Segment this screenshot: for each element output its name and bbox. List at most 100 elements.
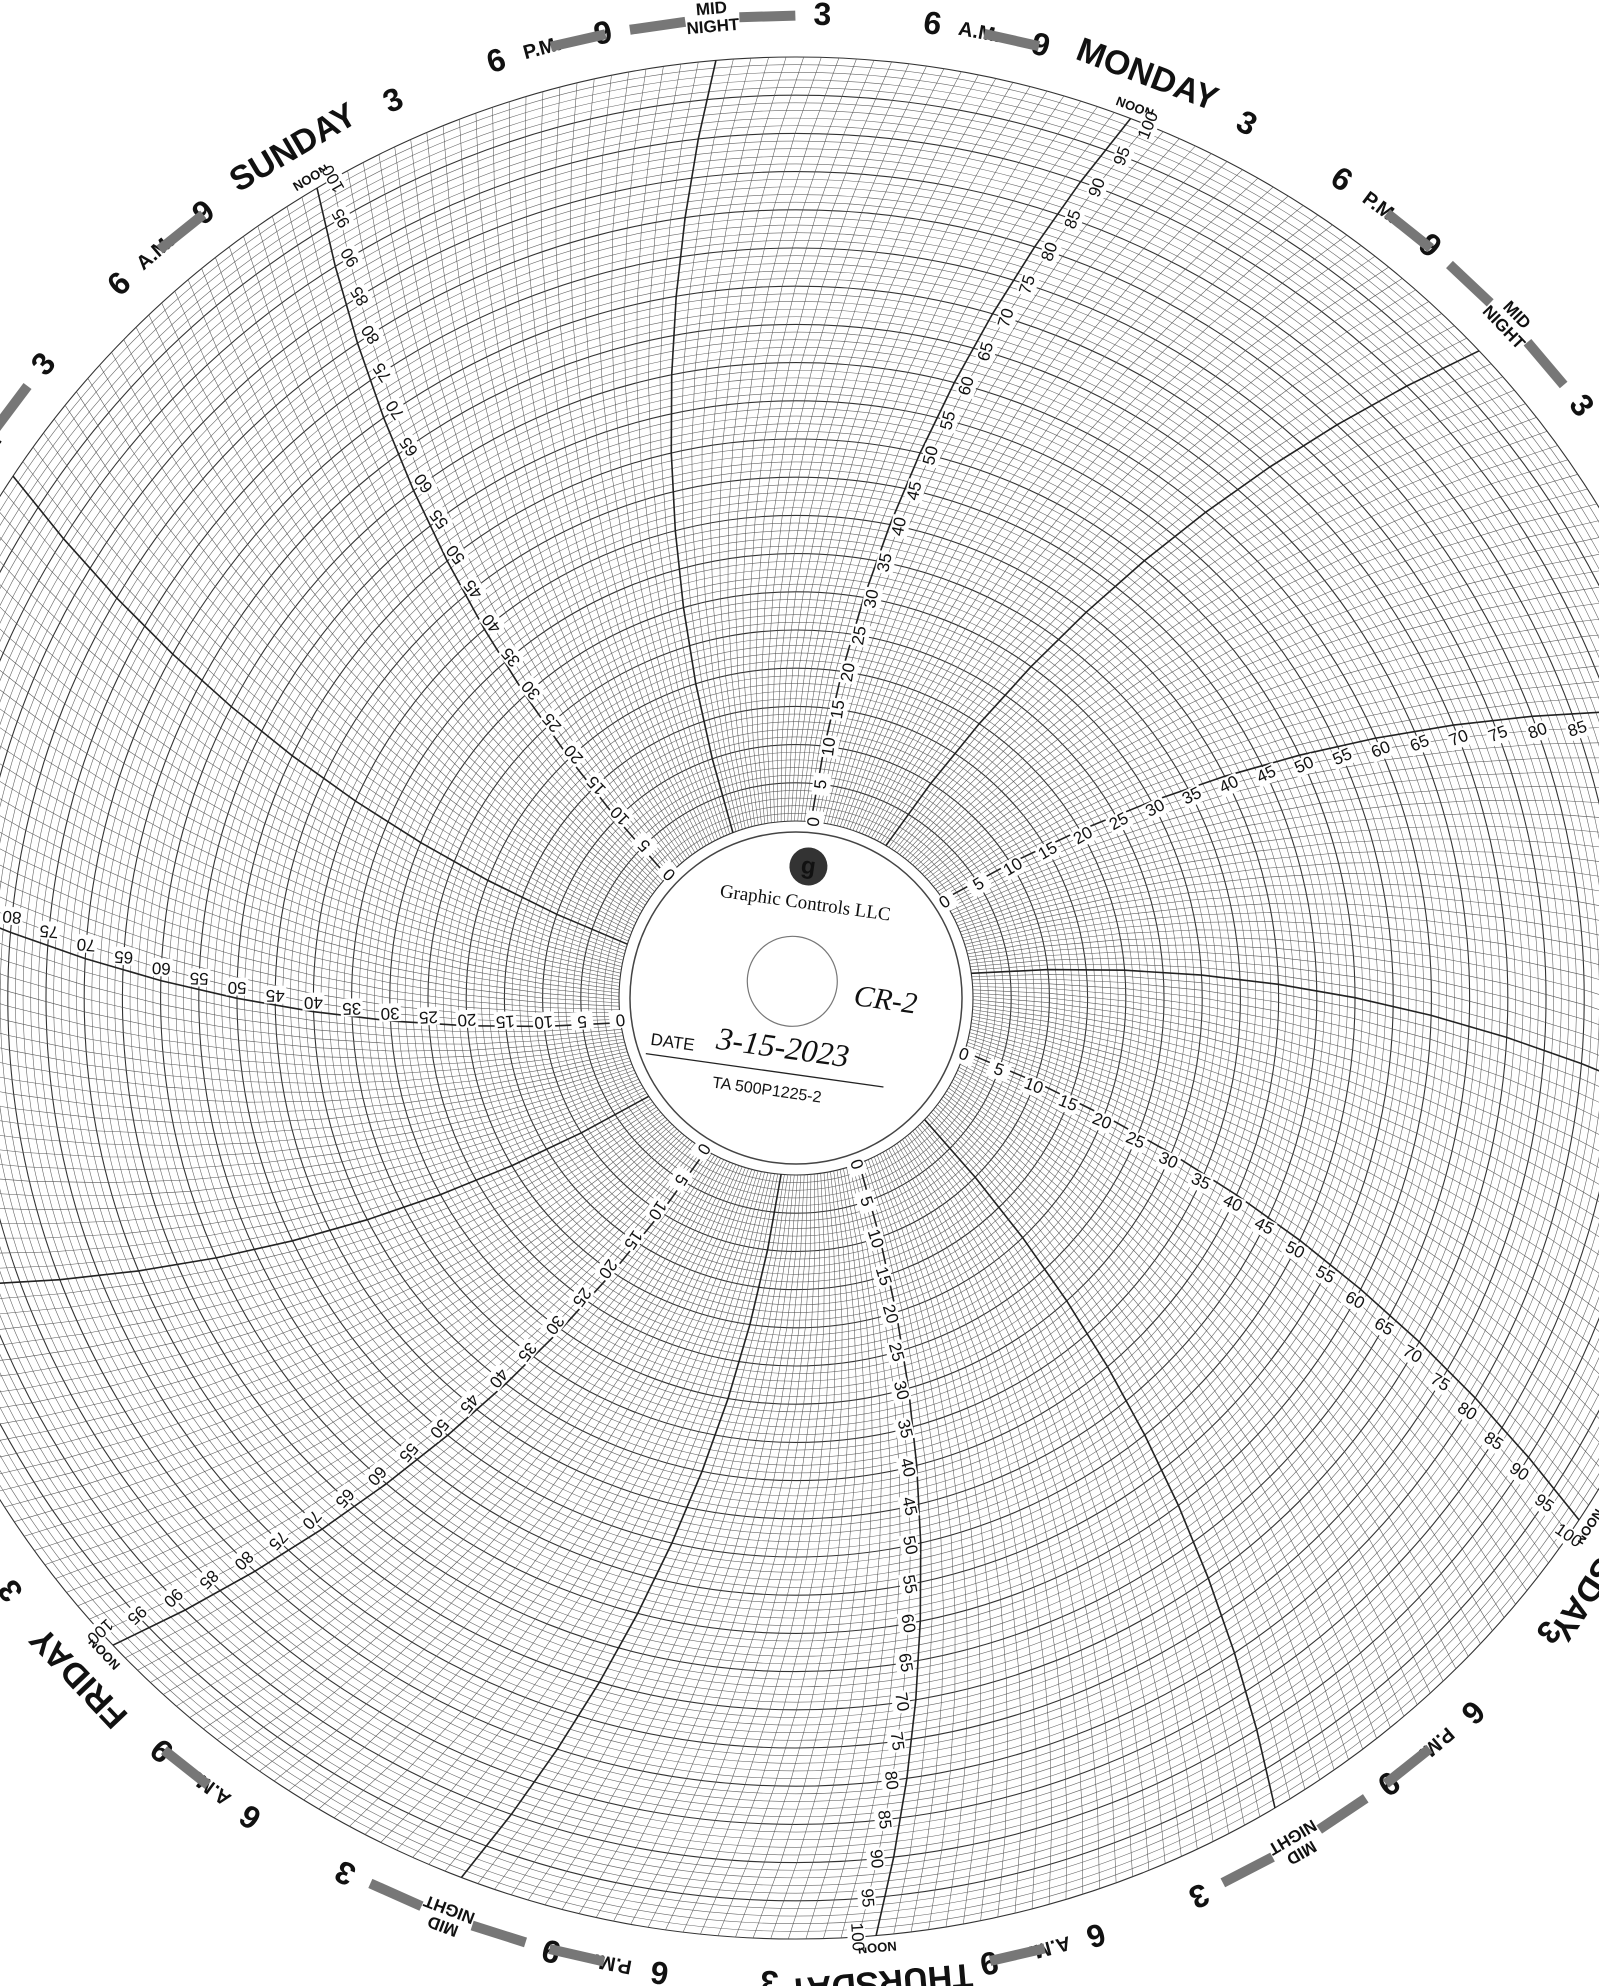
- scale-label: 55: [936, 409, 959, 432]
- time-line: [761, 63, 910, 824]
- grid-ring: [22, 224, 1570, 1772]
- time-line: [0, 689, 621, 977]
- time-line: [0, 1003, 624, 1059]
- time-line: [349, 1170, 759, 1827]
- scale-label-bg: [964, 871, 994, 899]
- time-line: [954, 813, 1599, 920]
- grid-ring: [534, 736, 1058, 1260]
- time-line: [318, 1169, 753, 1810]
- scale-label-bg: [874, 550, 897, 576]
- scale-label: 25: [848, 624, 870, 646]
- time-line: [935, 650, 1599, 890]
- time-line: [852, 224, 1333, 831]
- scale-label-bg: [328, 203, 356, 232]
- time-line: [849, 214, 1319, 830]
- time-line: [578, 1174, 805, 1914]
- scale-label-bg: [424, 1413, 453, 1443]
- time-line: [380, 1172, 765, 1843]
- grid-ring: [0, 79, 1599, 1917]
- scale-label-bg: [410, 468, 439, 497]
- time-line: [749, 60, 875, 825]
- time-line: [257, 226, 659, 887]
- grid-ring: [358, 560, 1234, 1436]
- scale-label-bg: [1038, 238, 1063, 266]
- scale-label-bg: [357, 319, 385, 349]
- time-line: [216, 1161, 731, 1741]
- time-line: [827, 153, 1212, 824]
- time-line: [76, 391, 635, 926]
- time-line: [636, 66, 724, 837]
- scale-label-bg: [1019, 1074, 1047, 1099]
- scale-label-bg: [460, 574, 488, 603]
- time-line: [0, 988, 624, 1052]
- grid-ring: [0, 87, 1599, 1909]
- time-line: [904, 1137, 1150, 1871]
- time-line: [0, 1126, 675, 1475]
- time-line: [810, 118, 1132, 822]
- banner: [156, 210, 207, 254]
- time-line: [969, 1032, 1599, 1397]
- time-line: [919, 1124, 1245, 1826]
- time-line: [0, 1057, 630, 1113]
- grid-ring: [213, 415, 1379, 1581]
- scale-label: 60: [955, 374, 978, 397]
- time-line: [937, 1104, 1363, 1750]
- time-line: [243, 236, 657, 890]
- scale-label: 65: [114, 947, 134, 967]
- time-line: [3, 490, 627, 948]
- grid-ring: [595, 797, 997, 1199]
- scale-label-bg: [570, 1010, 594, 1031]
- banner: [629, 16, 687, 35]
- time-line: [876, 1155, 994, 1921]
- time-line: [613, 1174, 812, 1922]
- time-line: [0, 1093, 648, 1269]
- time-line: [966, 921, 1599, 965]
- scale-label-bg: [849, 623, 871, 649]
- time-line: [968, 944, 1599, 1010]
- time-line: [874, 301, 1429, 840]
- time-line: [882, 1151, 1023, 1914]
- time-line: [364, 1171, 762, 1835]
- time-line: [0, 628, 622, 967]
- time-line: [833, 169, 1243, 826]
- grid-ring: [53, 255, 1539, 1741]
- scale-label: 45: [903, 479, 926, 502]
- scale-label-bg: [1564, 717, 1591, 742]
- grid-ring: [45, 247, 1547, 1749]
- time-line: [840, 1165, 901, 1938]
- time-line: [187, 279, 649, 900]
- grid-ring: [343, 545, 1249, 1451]
- scale-label-bg: [531, 1011, 556, 1032]
- scale-label-bg: [856, 1886, 877, 1910]
- scale-label-bg: [1054, 1091, 1082, 1117]
- scale-label-bg: [426, 504, 454, 533]
- time-line: [839, 186, 1274, 827]
- scale-label-bg: [112, 946, 136, 966]
- scale-label-bg: [158, 1582, 187, 1612]
- scale-label-bg: [892, 1416, 916, 1442]
- time-line: [87, 378, 636, 923]
- time-line: [941, 696, 1599, 898]
- time-line: [426, 132, 685, 861]
- scale-label-bg: [846, 1925, 867, 1949]
- time-line: [0, 1090, 646, 1254]
- grid-ring: [557, 759, 1035, 1237]
- scale-label-bg: [0, 905, 24, 927]
- time-line: [0, 781, 620, 994]
- banner: [739, 10, 796, 23]
- grid-ring: [175, 377, 1417, 1619]
- time-line: [942, 711, 1599, 901]
- grid-ring: [114, 316, 1478, 1680]
- time-line: [477, 1174, 785, 1884]
- time-line: [939, 681, 1599, 895]
- time-line: [970, 1025, 1599, 1353]
- scale-label: 35: [342, 999, 361, 1018]
- time-line: [823, 1166, 891, 1939]
- time-line: [949, 1084, 1457, 1669]
- time-line: [807, 112, 1115, 822]
- time-line: [510, 1174, 792, 1896]
- scale-label: 0: [615, 1010, 627, 1030]
- time-line: [970, 957, 1599, 1041]
- time-line: [665, 1173, 825, 1931]
- scale-label: 70: [994, 306, 1018, 330]
